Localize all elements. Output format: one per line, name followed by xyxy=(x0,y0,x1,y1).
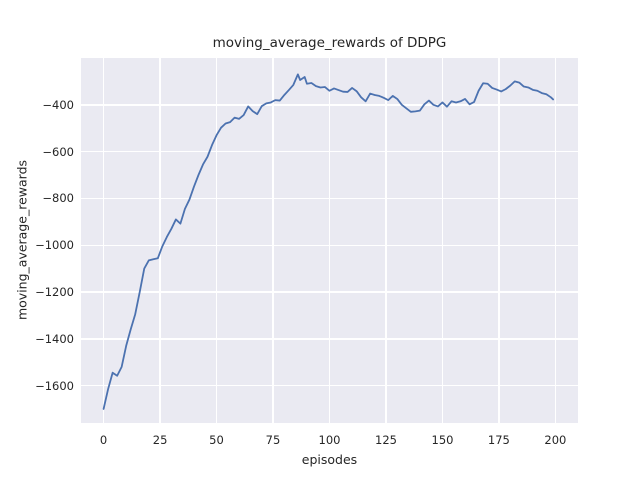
gridline-vertical xyxy=(498,58,500,423)
data-line-ddpg xyxy=(102,73,555,410)
x-tick-label: 25 xyxy=(152,433,168,447)
y-tick-label: −600 xyxy=(42,144,74,159)
gridline-vertical xyxy=(159,58,161,423)
gridline-horizontal xyxy=(81,244,578,246)
gridline-vertical xyxy=(328,58,331,423)
gridline-vertical xyxy=(102,58,105,423)
x-tick-label: 175 xyxy=(487,433,510,447)
y-tick-label: −400 xyxy=(42,97,74,112)
y-tick-label: −1000 xyxy=(35,238,74,253)
x-tick-label: 50 xyxy=(209,433,224,447)
x-tick-label: 100 xyxy=(318,433,341,447)
gridline-horizontal xyxy=(81,384,578,387)
y-tick-label: −800 xyxy=(42,191,74,206)
x-tick-label: 0 xyxy=(99,433,108,447)
x-tick-label: 200 xyxy=(544,433,567,447)
x-tick-label: 75 xyxy=(265,433,281,447)
gridline-vertical xyxy=(215,58,218,423)
x-tick-label: 150 xyxy=(431,433,454,447)
y-tick-label: −1200 xyxy=(35,285,74,299)
gridline-vertical xyxy=(554,58,557,423)
y-tick-label: −1400 xyxy=(35,331,74,346)
gridline-horizontal xyxy=(81,197,578,200)
gridline-horizontal xyxy=(81,291,578,293)
gridline-horizontal xyxy=(81,338,578,340)
gridline-vertical xyxy=(441,58,444,423)
gridline-vertical xyxy=(385,58,387,423)
gridline-horizontal xyxy=(81,150,578,153)
y-tick-label: −1600 xyxy=(35,378,74,393)
chart-title: moving_average_rewards of DDPG xyxy=(212,35,447,51)
gridline-vertical xyxy=(272,58,274,423)
x-axis-label: episodes xyxy=(301,452,358,467)
x-tick-label: 125 xyxy=(375,433,397,447)
line-chart-canvas xyxy=(102,73,555,410)
plot-area xyxy=(81,58,578,423)
gridline-horizontal xyxy=(81,104,578,106)
